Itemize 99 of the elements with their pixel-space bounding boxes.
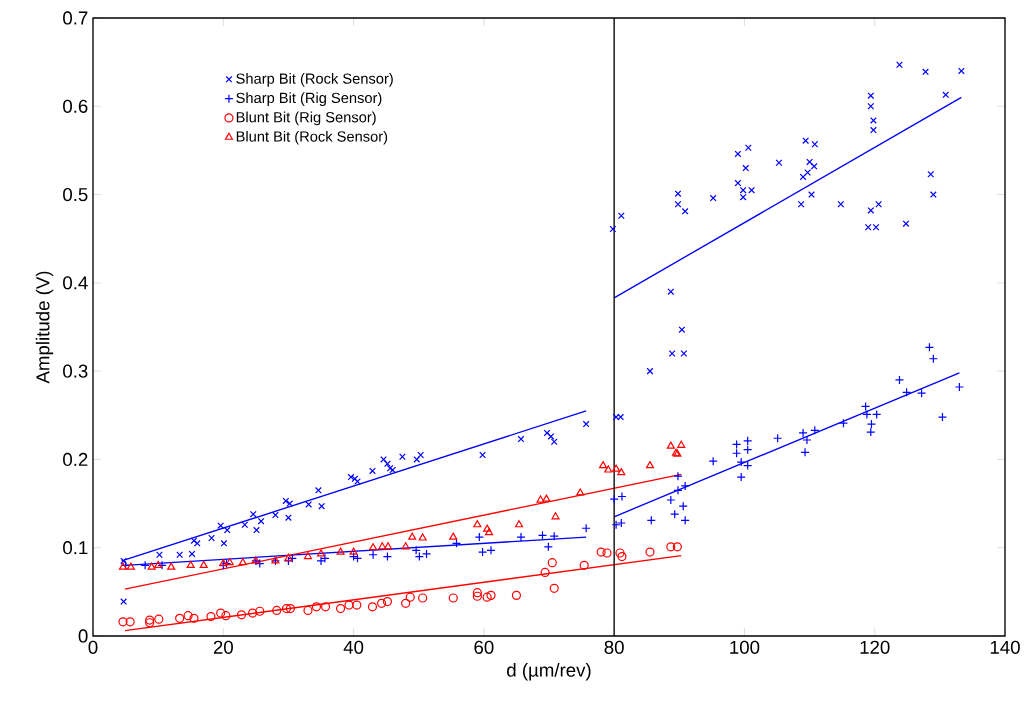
point	[284, 553, 293, 561]
legend-label: Blunt Bit (Rig Sensor)	[236, 111, 376, 126]
y-tick-label: 0.4	[63, 276, 88, 290]
point	[352, 600, 362, 610]
point	[147, 562, 156, 570]
point	[344, 600, 354, 610]
point	[206, 611, 216, 622]
point	[401, 598, 411, 608]
point	[335, 604, 346, 614]
point	[401, 542, 410, 550]
point	[369, 543, 378, 551]
point	[408, 532, 417, 540]
x-tick-label: 40	[343, 640, 364, 654]
point	[281, 604, 292, 614]
point	[248, 608, 258, 618]
point	[542, 494, 551, 502]
point	[367, 602, 378, 612]
point	[617, 551, 627, 562]
point	[617, 468, 626, 476]
point	[666, 441, 675, 449]
point	[666, 542, 676, 552]
point	[189, 613, 199, 623]
point	[645, 460, 655, 469]
point	[485, 528, 494, 536]
point	[167, 562, 176, 570]
point	[615, 548, 625, 558]
point	[486, 590, 496, 600]
point	[677, 440, 686, 448]
point	[216, 608, 226, 618]
x-tick-label: 0	[88, 640, 98, 654]
x-tick-label: 20	[213, 640, 233, 654]
point	[320, 602, 331, 612]
point	[303, 605, 313, 615]
y-axis-title: Amplitude (V)	[35, 271, 54, 384]
point	[448, 593, 458, 603]
point	[418, 533, 427, 541]
point	[175, 613, 185, 623]
y-tick-label: 0.1	[63, 541, 88, 555]
point	[285, 604, 295, 614]
legend-label: Blunt Bit (Rock Sensor)	[236, 130, 388, 145]
point	[384, 542, 393, 550]
point	[236, 610, 247, 620]
point	[199, 560, 208, 568]
y-tick-label: 0.7	[63, 11, 88, 25]
point	[154, 614, 164, 624]
point	[336, 547, 345, 555]
point	[612, 464, 621, 472]
point	[604, 465, 613, 473]
point	[316, 549, 326, 557]
point	[183, 611, 193, 621]
point	[225, 558, 234, 566]
point	[672, 542, 682, 552]
point	[511, 590, 522, 600]
y-tick-label: 0	[78, 629, 88, 643]
point	[549, 583, 559, 593]
x-tick-label: 60	[474, 640, 494, 654]
point	[154, 560, 163, 568]
point	[473, 520, 482, 528]
y-tick-label: 0.6	[63, 99, 88, 113]
point	[118, 617, 128, 627]
point	[349, 547, 358, 555]
point	[536, 495, 545, 503]
point	[238, 558, 247, 566]
point	[576, 488, 585, 496]
point	[599, 460, 608, 469]
point	[645, 547, 655, 557]
x-tick-label: 140	[990, 640, 1020, 654]
point	[303, 551, 313, 560]
point	[125, 617, 135, 627]
point	[547, 558, 557, 568]
point	[378, 542, 387, 550]
point	[540, 567, 550, 578]
x-tick-label: 80	[604, 640, 624, 654]
point	[376, 598, 387, 608]
x-axis-title: d (µm/rev)	[507, 663, 591, 681]
point	[418, 593, 428, 603]
x-tick-label: 120	[860, 640, 890, 654]
x-tick-label: 100	[730, 640, 760, 654]
point	[405, 592, 415, 602]
point	[483, 524, 492, 532]
point	[186, 560, 195, 568]
point	[272, 605, 282, 615]
point	[596, 547, 606, 557]
legend-label: Sharp Bit (Rig Sensor)	[236, 92, 382, 106]
y-tick-label: 0.2	[63, 452, 88, 467]
point	[482, 592, 492, 602]
point	[579, 560, 589, 570]
y-tick-label: 0.3	[63, 364, 88, 378]
legend-label: Sharp Bit (Rock Sensor)	[236, 73, 393, 87]
point	[382, 596, 393, 607]
point	[221, 611, 231, 621]
point	[126, 562, 135, 570]
point	[255, 606, 265, 616]
point	[551, 512, 560, 520]
y-tick-label: 0.5	[63, 187, 88, 202]
point	[602, 548, 612, 558]
point	[514, 520, 524, 528]
point	[311, 602, 322, 612]
point	[449, 532, 458, 540]
